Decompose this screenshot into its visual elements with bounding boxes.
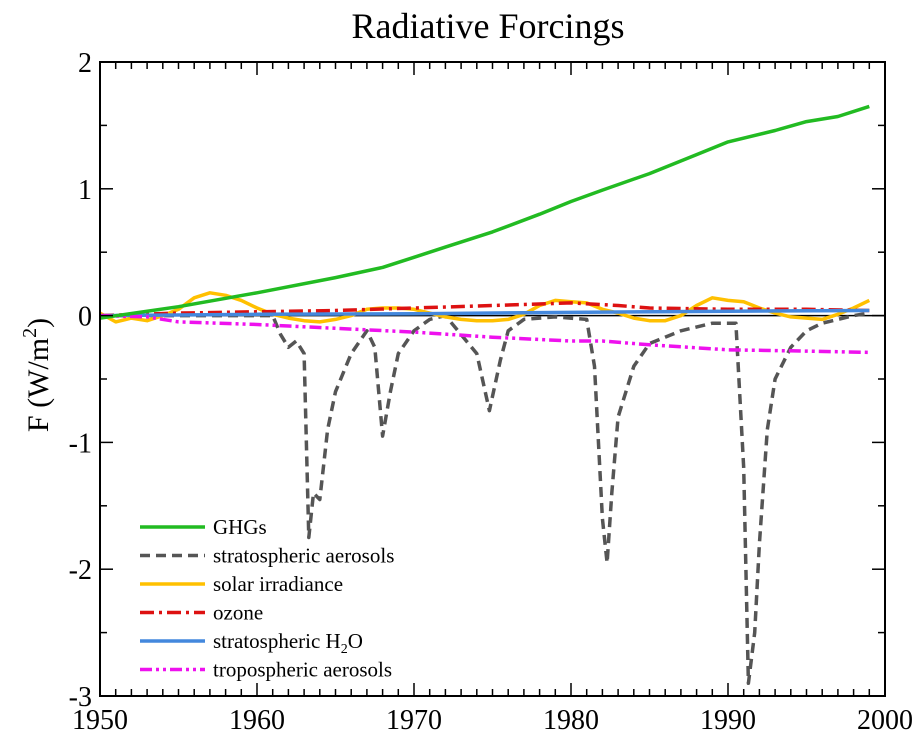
y-tick-label: 0: [78, 302, 92, 333]
series-line-stratospheric-aerosols: [100, 311, 870, 686]
legend-label-tropospheric-aerosols: tropospheric aerosols: [213, 658, 392, 682]
y-axis-label-prefix: F (W/m: [22, 338, 55, 432]
x-tick-label: 2000: [857, 705, 913, 736]
axis-ticks: 1950 1960 1970 1980 1990 2000 2 1 0 -1 -2 -3: [69, 48, 913, 736]
y-tick-label: 1: [78, 175, 92, 206]
series-line-ghgs: [99, 104, 870, 320]
y-axis-label-suffix: ): [22, 318, 55, 328]
y-axis-label: F (W/m2): [19, 318, 55, 432]
legend-label-ozone: ozone: [213, 601, 263, 625]
y-tick-label: -2: [69, 555, 92, 586]
series-line-stratospheric-h2o: [99, 308, 870, 318]
y-axis-label-superscript: 2: [19, 328, 41, 338]
x-tick-label: 1960: [229, 705, 285, 736]
legend-label-solar-irradiance: solar irradiance: [213, 572, 343, 596]
legend-label-stratospheric-h2o: stratospheric H2O: [213, 629, 363, 657]
x-tick-label: 1970: [386, 705, 442, 736]
y-tick-label: -1: [69, 428, 92, 459]
legend-label-ghgs: GHGs: [213, 515, 267, 539]
x-tick-label: 1950: [72, 705, 128, 736]
chart-title: Radiative Forcings: [352, 6, 625, 46]
svg-text:F (W/m2): F (W/m2): [19, 318, 55, 432]
x-tick-label: 1990: [700, 705, 756, 736]
series-line-ozone: [99, 301, 870, 318]
legend-label-stratospheric-aerosols: stratospheric aerosols: [213, 544, 394, 568]
series-line-tropospheric-aerosols: [99, 313, 870, 355]
y-tick-label: -3: [69, 682, 92, 713]
x-tick-label: 1980: [543, 705, 599, 736]
y-tick-label: 2: [78, 48, 92, 79]
legend: GHGs stratospheric aerosols solar irradian…: [140, 515, 394, 682]
